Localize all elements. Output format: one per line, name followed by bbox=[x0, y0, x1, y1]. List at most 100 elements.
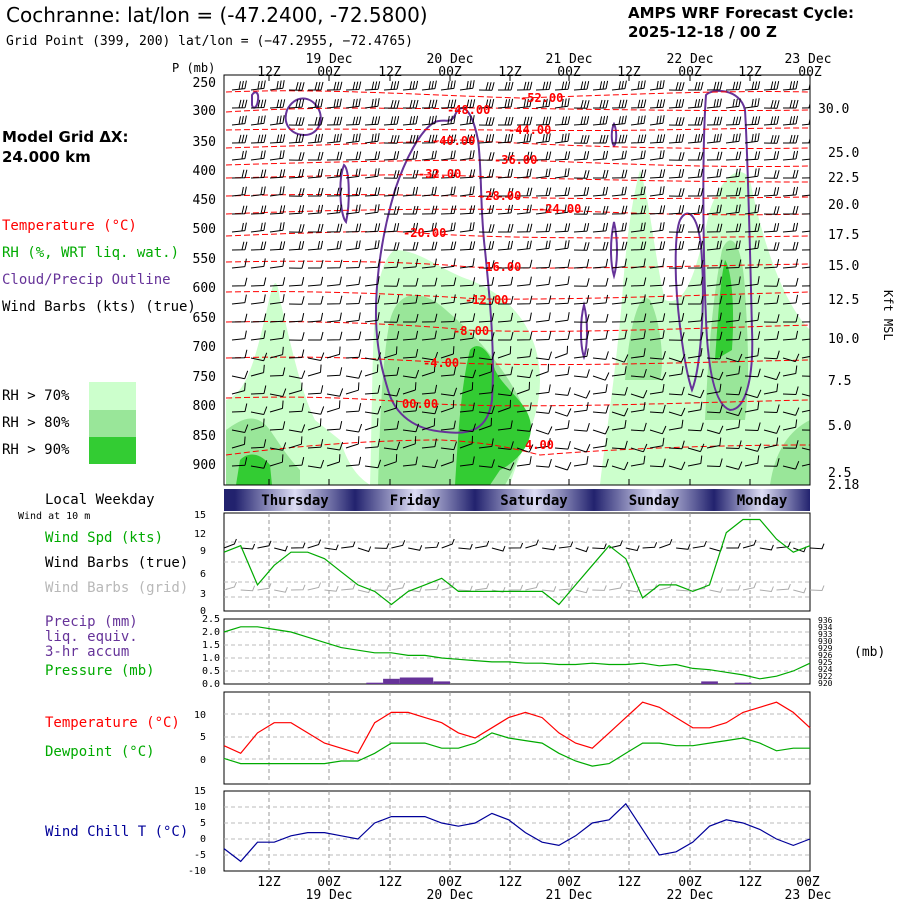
wind-barb bbox=[345, 116, 362, 126]
weekday-thursday: Thursday bbox=[261, 493, 329, 509]
wind-barb bbox=[554, 204, 570, 215]
wind-barb bbox=[725, 365, 741, 377]
precip-bar bbox=[399, 677, 417, 684]
weekday-saturday-band bbox=[475, 489, 594, 511]
bottom-date-label: 23 Dec bbox=[785, 888, 832, 900]
wind-barb bbox=[498, 331, 514, 341]
wind-barb bbox=[554, 312, 570, 323]
wind-barb bbox=[593, 134, 609, 144]
wind-barb bbox=[630, 80, 646, 91]
wind-barb bbox=[345, 423, 363, 433]
wind-barb bbox=[763, 458, 780, 467]
rh80-region-3a bbox=[625, 298, 662, 380]
wind-barb bbox=[516, 187, 533, 197]
wind-barb bbox=[611, 354, 629, 363]
wind-barb bbox=[535, 312, 551, 323]
wind-barb bbox=[345, 295, 362, 305]
wind-barb bbox=[668, 366, 684, 377]
wind-barb bbox=[231, 258, 247, 269]
wind-barbs-layer bbox=[231, 80, 810, 471]
wind-barb bbox=[744, 133, 760, 144]
wind-barb bbox=[345, 223, 362, 233]
height-tick-12-5: 12.5 bbox=[828, 293, 859, 308]
wind-barb bbox=[801, 177, 810, 179]
wind-barb bbox=[498, 116, 514, 126]
pressure-tick-600: 600 bbox=[193, 281, 216, 296]
wind-barb bbox=[706, 204, 722, 215]
wind-barb bbox=[706, 371, 724, 381]
wind-barb bbox=[478, 224, 495, 233]
wind-barb bbox=[383, 441, 401, 451]
wind-barb bbox=[706, 276, 722, 287]
wind-barb bbox=[421, 80, 437, 91]
wind-barb bbox=[516, 295, 533, 305]
height-tick-30: 30.0 bbox=[818, 102, 849, 117]
isotherm-12 bbox=[225, 291, 810, 300]
wind-barb bbox=[554, 345, 568, 359]
wind-barb bbox=[497, 441, 514, 450]
wind-barb bbox=[782, 386, 799, 395]
pressure-tick-800: 800 bbox=[193, 399, 216, 414]
wind-barb bbox=[459, 258, 475, 269]
wind-barb-10m bbox=[742, 539, 757, 549]
wind-barb bbox=[573, 258, 590, 269]
top-time-label: 12Z bbox=[738, 65, 762, 80]
wind-barb bbox=[288, 98, 305, 109]
wind-barb bbox=[592, 330, 609, 341]
wind-barb bbox=[688, 331, 704, 341]
wind-barb bbox=[801, 409, 810, 413]
pressure-axis-ticks: 250 300 350 400 450 500 550 600 650 700 … bbox=[193, 76, 216, 473]
wind-barb bbox=[326, 187, 343, 197]
wind-barb bbox=[478, 240, 495, 251]
wind-barb bbox=[725, 331, 742, 341]
wind-barb bbox=[383, 150, 400, 161]
wind-barb bbox=[706, 425, 724, 435]
wind-barb bbox=[326, 331, 343, 341]
wind-barb bbox=[308, 151, 324, 161]
wind-barb bbox=[668, 260, 685, 269]
wind-barb bbox=[688, 151, 704, 161]
temp-label-m52: -52.00 bbox=[520, 91, 563, 105]
wind-barb-10m bbox=[575, 546, 589, 553]
wind-barb bbox=[383, 99, 400, 109]
wind-barb-grid bbox=[274, 587, 288, 593]
wind-barb bbox=[763, 242, 780, 251]
wind-barb bbox=[231, 169, 248, 179]
chill-tick-5: 5 bbox=[200, 818, 206, 829]
height-tick-15: 15.0 bbox=[828, 259, 859, 274]
wind-barb bbox=[801, 230, 810, 233]
wind-barb bbox=[611, 169, 628, 179]
weekday-monday-band bbox=[714, 489, 810, 511]
wind-barb bbox=[763, 314, 780, 323]
wind-tick-12: 12 bbox=[194, 529, 206, 540]
wind-barb bbox=[364, 352, 382, 361]
wind-barb bbox=[801, 158, 810, 161]
page-title: Cochranne: lat/lon = (-47.2400, -72.5800… bbox=[6, 3, 428, 27]
wind-barb bbox=[307, 364, 322, 377]
weekday-label: Local Weekday bbox=[45, 492, 155, 508]
isotherm-16 bbox=[225, 260, 810, 269]
precip-tick-0-5: 0.5 bbox=[202, 666, 220, 677]
wind-barb bbox=[421, 205, 438, 215]
wind-tick-0: 0 bbox=[200, 606, 206, 617]
wind-barb bbox=[307, 438, 324, 449]
wind-barb bbox=[630, 134, 647, 144]
wind-barb bbox=[554, 168, 570, 179]
wind-barb bbox=[668, 386, 685, 396]
temp-label-p4: 4.00 bbox=[525, 438, 554, 452]
wind-barb-10m bbox=[491, 545, 506, 552]
wind-barb bbox=[725, 407, 743, 417]
wind-barb bbox=[231, 222, 247, 233]
wind-barb bbox=[250, 258, 266, 269]
isotherm-4 bbox=[225, 356, 810, 366]
wind-barb bbox=[554, 295, 571, 305]
wind-barb-10m bbox=[240, 543, 256, 550]
wind-barb bbox=[668, 407, 686, 417]
weekday-thursday-band bbox=[235, 489, 355, 511]
wind-barb-grid bbox=[742, 582, 757, 591]
wind-barb bbox=[744, 259, 761, 269]
wind-barb-grid bbox=[726, 584, 741, 591]
wind-barb bbox=[763, 404, 780, 413]
wind-barb bbox=[307, 276, 324, 287]
rh90-region-2 bbox=[455, 346, 531, 485]
